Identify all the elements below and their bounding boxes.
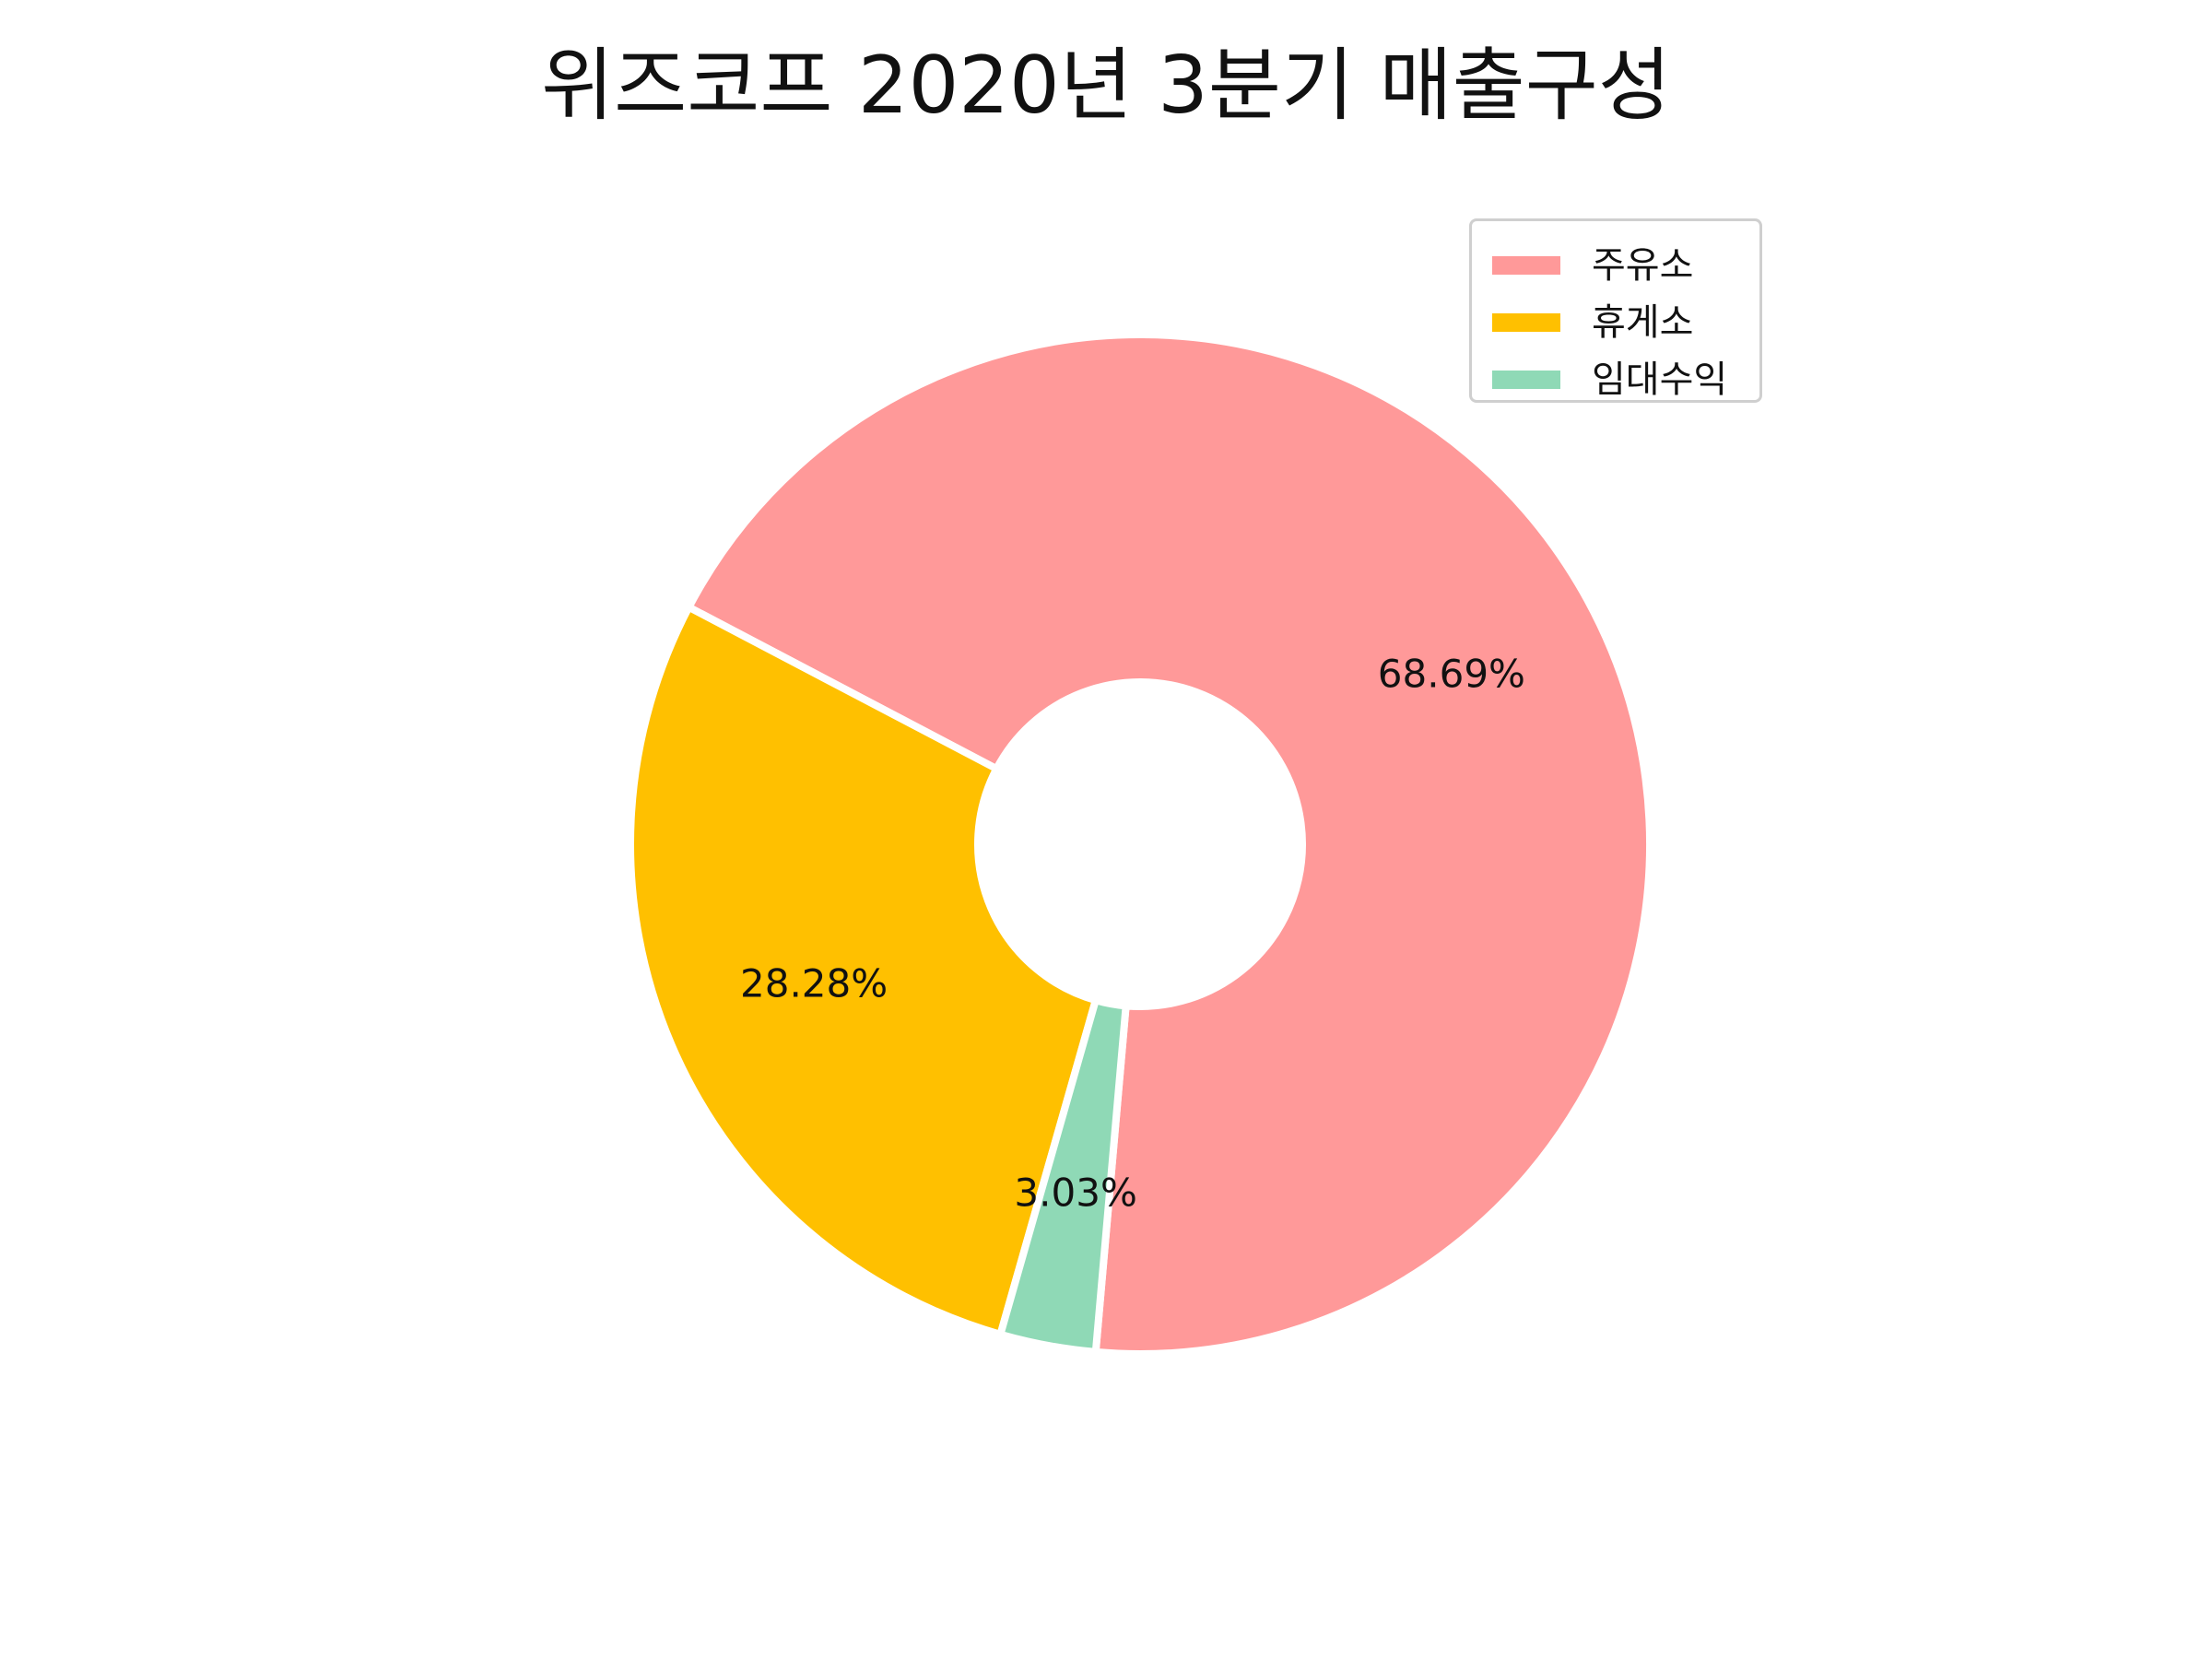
legend-label: 임대수익: [1592, 359, 1728, 401]
legend-item: 휴게소: [1492, 297, 1750, 344]
pie-slice: [627, 602, 1100, 1339]
slice-percent-label: 68.69%: [1378, 651, 1525, 696]
legend-label: 휴게소: [1592, 301, 1694, 344]
pie-slice: [684, 331, 1653, 1358]
legend: 주유소 휴게소 임대수익: [1469, 218, 1762, 403]
chart-title: 위즈코프 2020년 3분기 매출구성: [541, 40, 1671, 132]
slices-group: [627, 331, 1653, 1358]
legend-swatch: [1492, 256, 1560, 275]
slice-percent-label: 28.28%: [740, 961, 888, 1006]
labels-group: 68.69% 28.28% 3.03%: [740, 651, 1525, 1215]
legend-item: 임대수익: [1492, 354, 1750, 401]
legend-swatch: [1492, 313, 1560, 332]
pie-slice: [995, 995, 1130, 1357]
legend-label: 주유소: [1592, 244, 1694, 287]
legend-item: 주유소: [1492, 240, 1750, 287]
slice-percent-label: 3.03%: [1014, 1171, 1136, 1216]
legend-swatch: [1492, 371, 1560, 389]
